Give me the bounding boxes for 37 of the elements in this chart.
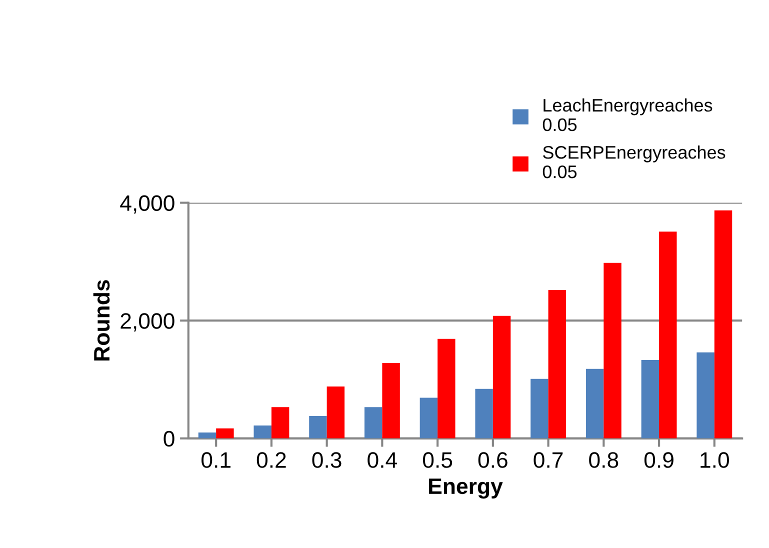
bar (586, 368, 604, 438)
x-tick-label: 0.5 (422, 452, 452, 468)
x-tick-label: 0.9 (644, 452, 674, 468)
legend-label: SCERPEnergyreaches 0.05 (542, 146, 726, 178)
x-tick-label: 0.7 (534, 452, 563, 468)
bar (309, 416, 327, 438)
bar (326, 386, 345, 438)
y-axis-title: Rounds (93, 280, 110, 360)
bar (604, 262, 622, 438)
y-tick-label: 0 (164, 430, 174, 447)
bar (382, 362, 400, 438)
bar (696, 352, 714, 438)
x-tick-label: 0.1 (202, 452, 230, 468)
bar (364, 407, 382, 438)
bar (198, 432, 216, 438)
bar (216, 428, 234, 438)
bar (714, 210, 732, 438)
bar (641, 360, 660, 438)
bar (271, 407, 290, 438)
x-tick-label: 0.2 (256, 452, 286, 468)
y-tick-label: 4,000 (120, 195, 174, 214)
x-tick-label: 1.0 (700, 452, 729, 468)
bar (475, 388, 493, 438)
x-tick-label: 0.6 (478, 452, 508, 468)
bar (659, 232, 677, 438)
bar (254, 425, 272, 438)
bar (492, 316, 511, 438)
bar (420, 398, 438, 438)
x-tick-label: 0.4 (368, 452, 397, 468)
y-tick-label: 2,000 (120, 313, 174, 332)
x-axis-title: Energy (429, 478, 503, 499)
x-tick-label: 0.8 (589, 452, 618, 468)
bar (530, 378, 548, 438)
bar (548, 290, 566, 438)
bar (438, 338, 456, 438)
legend-label: LeachEnergyreaches 0.05 (542, 98, 712, 132)
x-tick-label: 0.3 (312, 452, 342, 468)
